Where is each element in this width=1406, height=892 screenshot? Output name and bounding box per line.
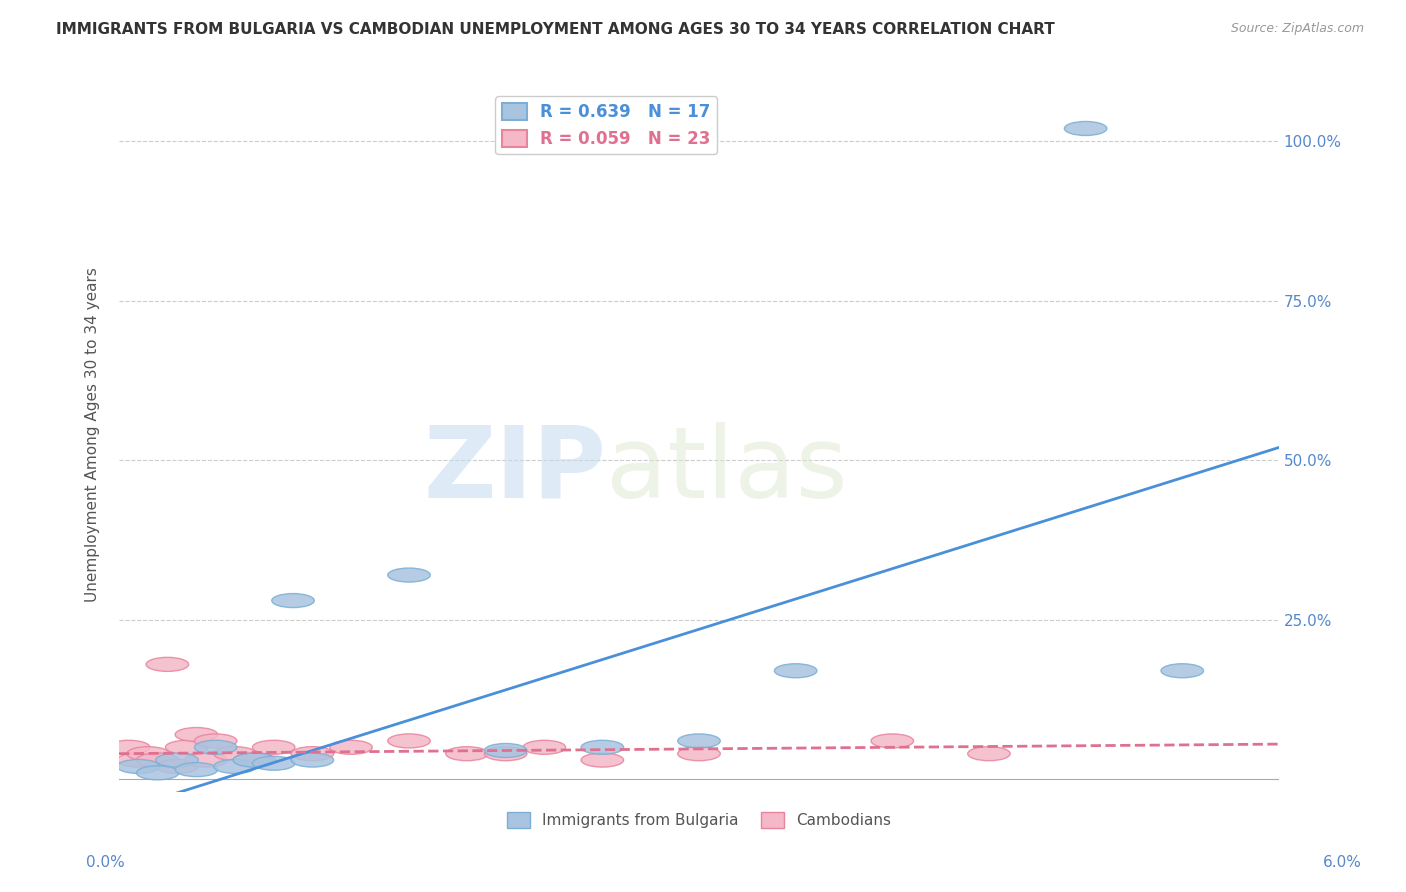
Ellipse shape [523,740,565,755]
Ellipse shape [117,753,160,767]
Ellipse shape [291,753,333,767]
Text: 0.0%: 0.0% [86,855,125,870]
Ellipse shape [872,734,914,747]
Ellipse shape [156,759,198,773]
Ellipse shape [388,734,430,747]
Ellipse shape [967,747,1011,761]
Ellipse shape [678,747,720,761]
Ellipse shape [1064,121,1107,136]
Text: ZIP: ZIP [423,422,606,519]
Ellipse shape [136,766,179,780]
Ellipse shape [253,756,295,771]
Ellipse shape [117,759,160,773]
Text: IMMIGRANTS FROM BULGARIA VS CAMBODIAN UNEMPLOYMENT AMONG AGES 30 TO 34 YEARS COR: IMMIGRANTS FROM BULGARIA VS CAMBODIAN UN… [56,22,1054,37]
Ellipse shape [166,740,208,755]
Ellipse shape [485,747,527,761]
Ellipse shape [388,568,430,582]
Ellipse shape [1161,664,1204,678]
Ellipse shape [136,753,179,767]
Ellipse shape [291,747,333,761]
Text: atlas: atlas [606,422,848,519]
Ellipse shape [194,740,238,755]
Legend: Immigrants from Bulgaria, Cambodians: Immigrants from Bulgaria, Cambodians [501,806,897,834]
Ellipse shape [233,753,276,767]
Ellipse shape [446,747,488,761]
Ellipse shape [107,740,150,755]
Ellipse shape [184,753,228,767]
Ellipse shape [485,743,527,757]
Ellipse shape [581,740,624,755]
Ellipse shape [176,728,218,741]
Text: Source: ZipAtlas.com: Source: ZipAtlas.com [1230,22,1364,36]
Text: 6.0%: 6.0% [1323,855,1362,870]
Ellipse shape [271,593,315,607]
Ellipse shape [233,753,276,767]
Ellipse shape [194,734,238,747]
Ellipse shape [330,740,373,755]
Ellipse shape [156,753,198,767]
Ellipse shape [678,734,720,747]
Ellipse shape [581,753,624,767]
Ellipse shape [214,759,256,773]
Ellipse shape [253,740,295,755]
Ellipse shape [146,657,188,672]
Ellipse shape [775,664,817,678]
Ellipse shape [176,763,218,777]
Ellipse shape [214,747,256,761]
Ellipse shape [127,747,169,761]
Y-axis label: Unemployment Among Ages 30 to 34 years: Unemployment Among Ages 30 to 34 years [86,268,100,602]
